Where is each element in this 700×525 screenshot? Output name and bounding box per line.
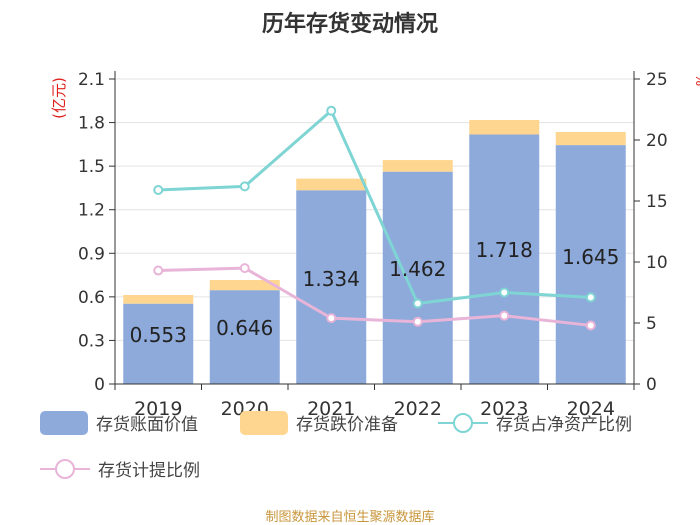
data-label: 1.645	[562, 245, 619, 269]
legend-swatch-book-value	[40, 410, 88, 435]
bar-book-value	[555, 145, 626, 384]
right-tick-label: 15	[646, 192, 668, 212]
data-label: 0.646	[216, 316, 273, 340]
source-note: 制图数据来自恒生聚源数据库	[265, 510, 435, 525]
bar-impairment	[555, 132, 626, 146]
point-net-asset-ratio	[585, 292, 596, 303]
line-provision-ratio	[158, 266, 591, 327]
bar-impairment	[296, 178, 367, 191]
bar-impairment	[123, 294, 194, 304]
right-tick-label: 0	[646, 375, 657, 395]
data-label: 0.553	[130, 323, 187, 347]
right-tick-label: 20	[646, 131, 668, 151]
legend-label-impairment: 存货跌价准备	[296, 415, 398, 435]
data-label: 1.718	[476, 238, 533, 262]
legend-swatch-provision-ratio	[40, 457, 90, 481]
legend-item-net-asset-ratio[interactable]: 存货占净资产比例	[438, 410, 632, 435]
point-provision-ratio	[239, 263, 250, 274]
right-tick-label: 5	[646, 314, 657, 334]
legend-label-net-asset-ratio: 存货占净资产比例	[496, 415, 632, 435]
legend-item-impairment[interactable]: 存货跌价准备	[240, 410, 398, 435]
x-tick-label: 2021	[307, 398, 355, 420]
left-tick-label: 2.1	[78, 70, 105, 90]
right-tick-label: 10	[646, 253, 668, 273]
point-provision-ratio	[412, 316, 423, 327]
data-label: 1.334	[303, 267, 360, 291]
data-labels: 0.553 0.646 1.334 1.462 1.718 1.645	[130, 238, 620, 347]
bar-book-value	[123, 303, 194, 384]
lines	[153, 105, 596, 331]
x-tick-label: 2024	[567, 398, 615, 420]
bar-impairment	[209, 280, 280, 291]
right-tick-label: 25	[646, 70, 668, 90]
chart-title: 历年存货变动情况	[261, 12, 438, 37]
legend-swatch-net-asset-ratio	[438, 411, 488, 435]
point-provision-ratio	[153, 265, 164, 276]
left-tick-label: 0	[94, 375, 105, 395]
legend-label-provision-ratio: 存货计提比例	[98, 461, 200, 481]
left-tick-label: 1.2	[78, 201, 105, 221]
grid-lines	[115, 78, 634, 341]
bar-book-value	[469, 134, 540, 384]
point-net-asset-ratio	[412, 298, 423, 309]
left-tick-label: 0.3	[78, 331, 105, 351]
left-tick-label: 1.5	[78, 157, 105, 177]
right-axis-title: %	[692, 74, 700, 86]
point-net-asset-ratio	[239, 181, 250, 192]
bar-book-value	[382, 171, 453, 384]
line-net-asset-ratio	[158, 108, 591, 306]
point-provision-ratio	[585, 320, 596, 331]
left-tick-label: 0.6	[78, 288, 105, 308]
left-tick-label: 0.9	[78, 244, 105, 264]
x-tick-label: 2023	[480, 398, 528, 420]
point-net-asset-ratio	[153, 185, 164, 196]
point-provision-ratio	[326, 313, 337, 324]
point-provision-ratio	[499, 310, 510, 321]
point-net-asset-ratio	[326, 105, 337, 116]
left-tick-label: 1.8	[78, 114, 105, 134]
data-label: 1.462	[389, 257, 446, 281]
legend-label-book-value: 存货账面价值	[96, 415, 198, 435]
point-net-asset-ratio	[499, 287, 510, 298]
bar-book-value	[209, 290, 280, 384]
legend-swatch-impairment	[240, 410, 288, 435]
legend-item-provision-ratio[interactable]: 存货计提比例	[40, 456, 200, 481]
bar-impairment	[382, 160, 453, 172]
x-tick-label: 2019	[134, 398, 182, 420]
legend-item-book-value[interactable]: 存货账面价值	[40, 410, 198, 435]
x-tick-label: 2022	[394, 398, 442, 420]
left-axis-title: (亿元)	[50, 77, 68, 119]
bars	[123, 119, 626, 384]
bar-book-value	[296, 190, 367, 384]
bar-impairment	[469, 119, 540, 135]
